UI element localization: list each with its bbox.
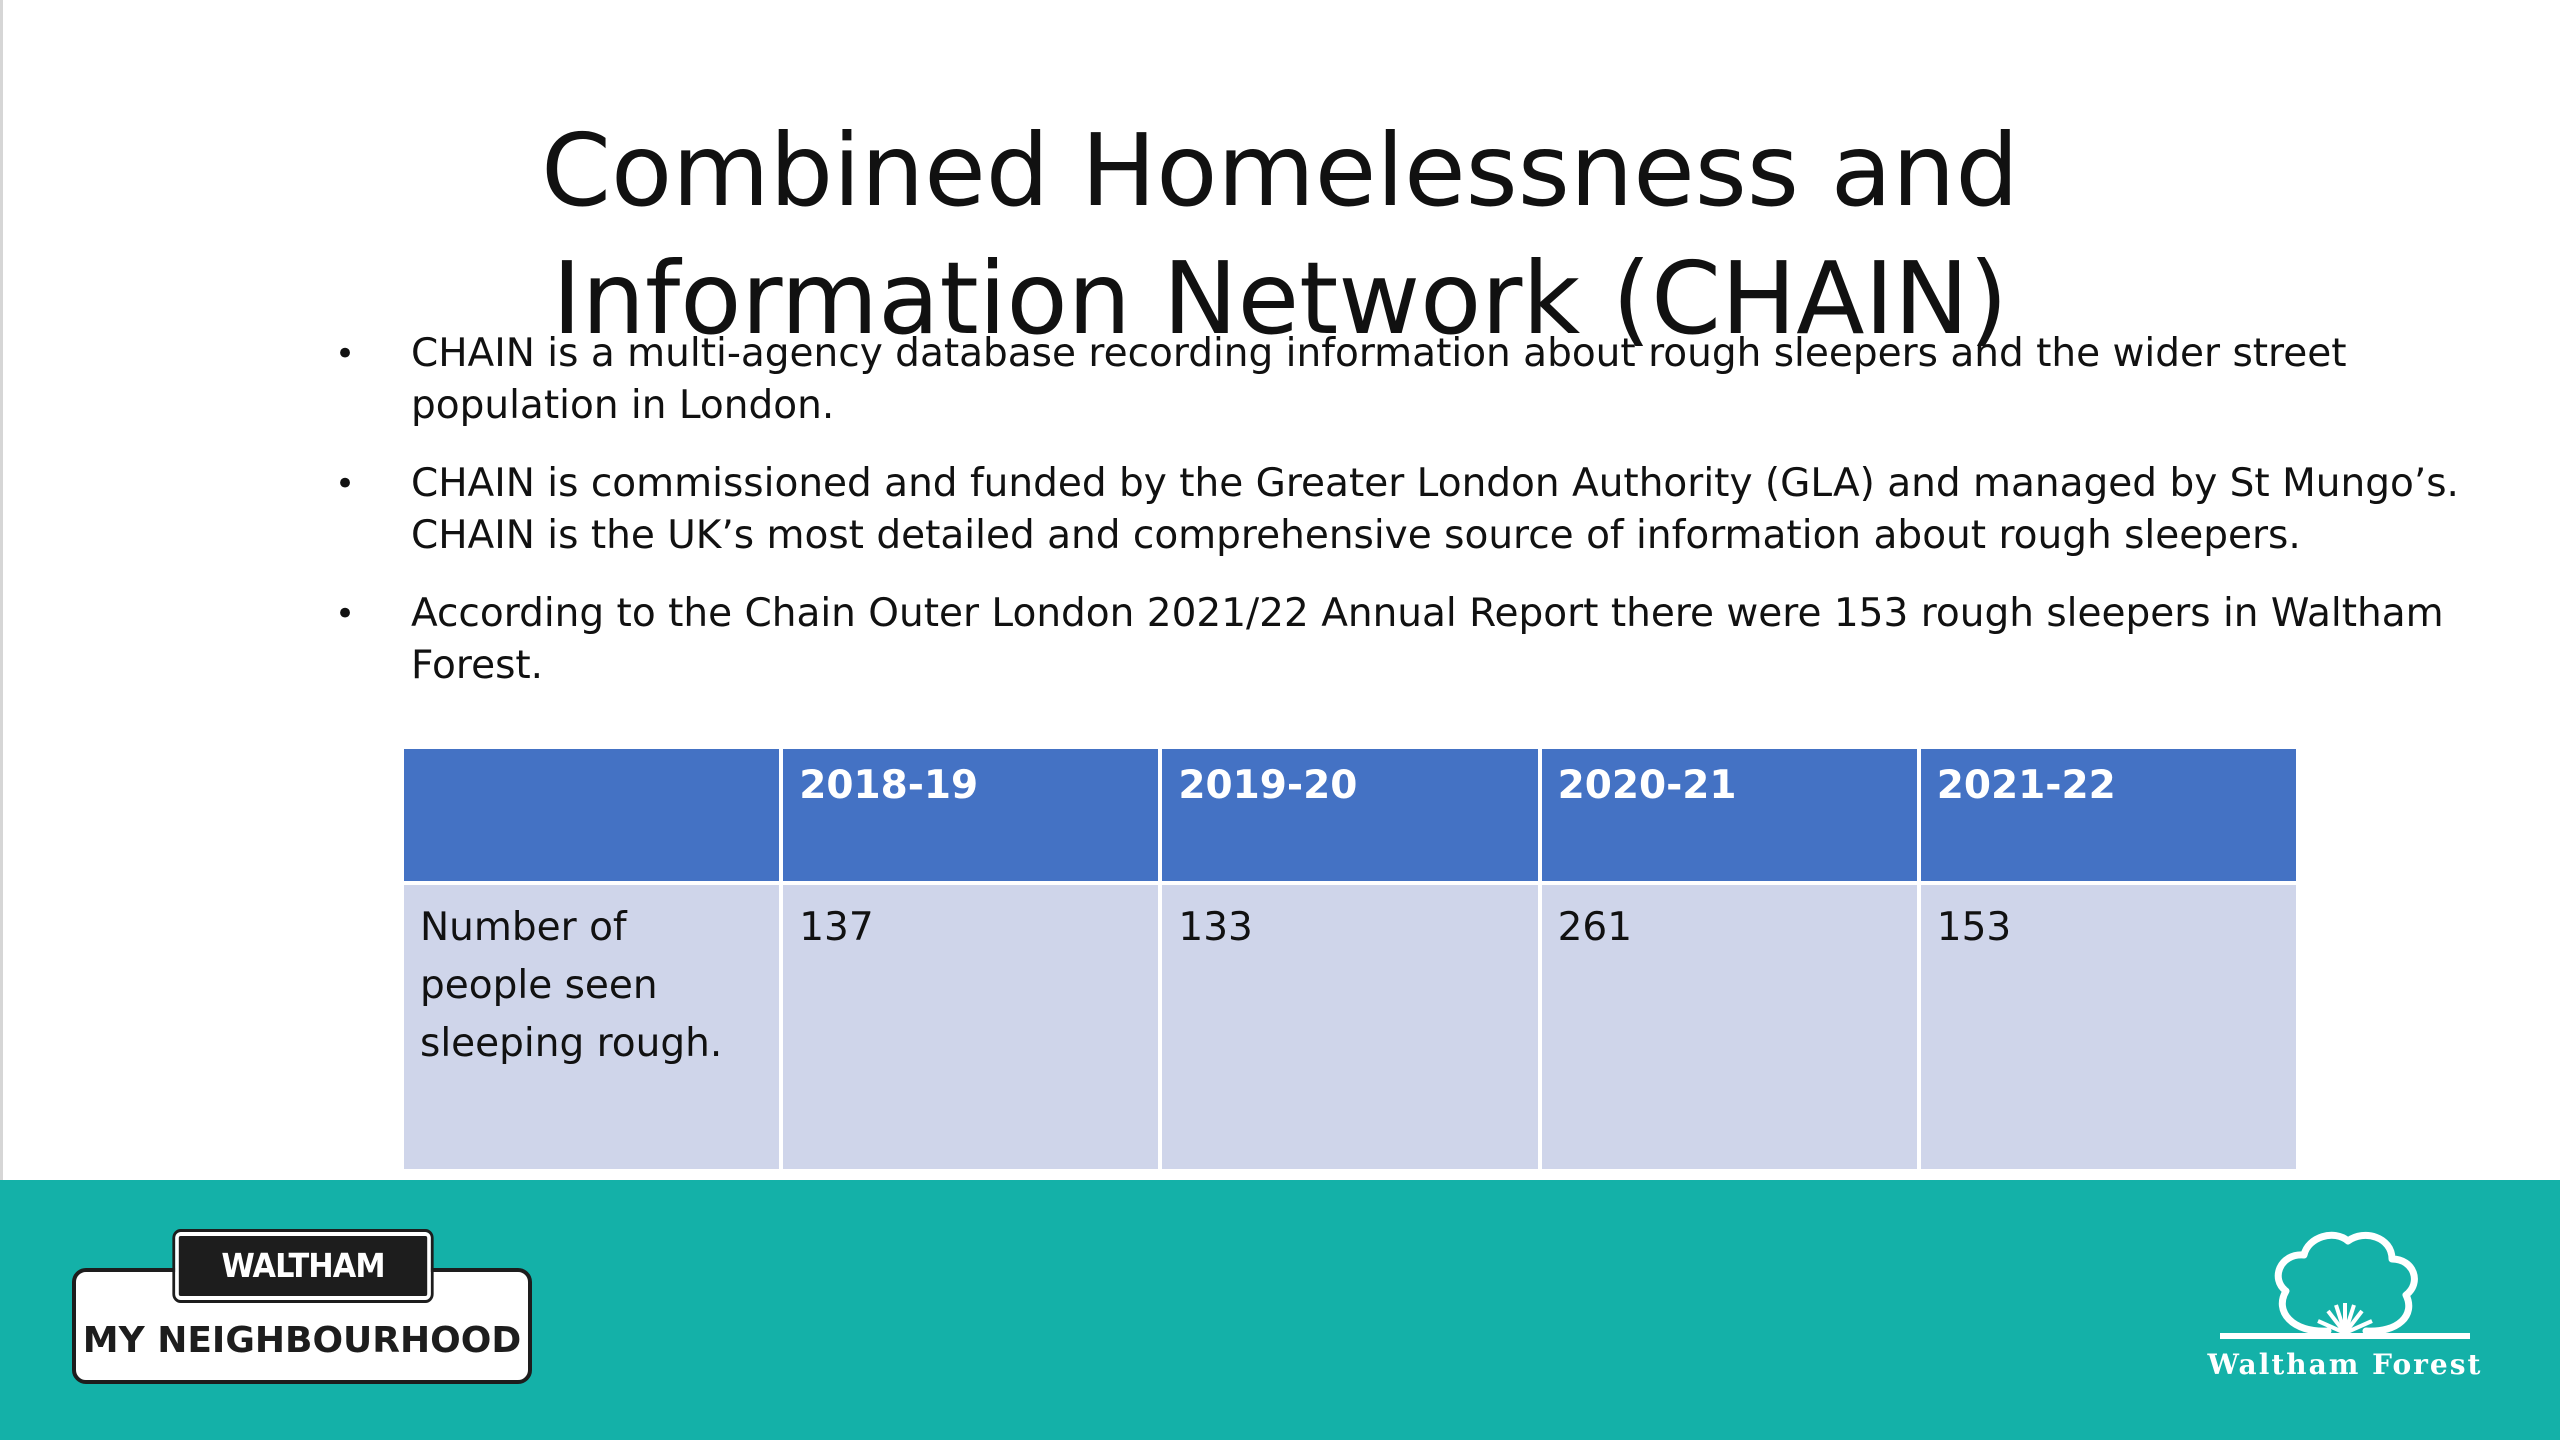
my-neighbourhood-logo: WALTHAM FOREST MY NEIGHBOURHOOD — [72, 1229, 532, 1384]
table-cell: 133 — [1158, 881, 1542, 1173]
table-cell: 137 — [779, 881, 1163, 1173]
table-row: Number of people seen sleeping rough. 13… — [399, 881, 2301, 1173]
logo-box — [72, 1268, 532, 1384]
table-header-cell: 2021-22 — [1916, 745, 2301, 885]
table-header-row: 2018-19 2019-20 2020-21 2021-22 — [399, 745, 2301, 885]
slide-title: Combined Homelessness and Information Ne… — [0, 107, 2560, 363]
logo-wordmark: Waltham Forest — [2207, 1348, 2483, 1381]
title-line-2: Information Network (CHAIN) — [552, 240, 2008, 357]
slide-edge — [0, 0, 3, 1180]
logo-tag: WALTHAM FOREST — [172, 1229, 434, 1345]
table-row-label: Number of people seen sleeping rough. — [399, 881, 784, 1173]
table-cell: 153 — [1916, 881, 2301, 1173]
table-header-cell: 2018-19 — [779, 745, 1163, 885]
bullet-item: • According to the Chain Outer London 20… — [335, 588, 2475, 692]
table-header-cell: 2019-20 — [1158, 745, 1542, 885]
bullet-icon: • — [335, 334, 356, 374]
bullet-item: • CHAIN is a multi-agency database recor… — [335, 328, 2475, 432]
tree-icon — [2220, 1231, 2470, 1339]
bullet-list: • CHAIN is a multi-agency database recor… — [335, 328, 2475, 718]
rough-sleepers-table: 2018-19 2019-20 2020-21 2021-22 Number o… — [399, 745, 2301, 1173]
bullet-text: CHAIN is commissioned and funded by the … — [411, 461, 2459, 558]
table-cell: 261 — [1537, 881, 1921, 1173]
bullet-icon: • — [335, 594, 356, 634]
waltham-forest-logo: Waltham Forest — [2200, 1225, 2490, 1385]
title-line-1: Combined Homelessness and — [541, 112, 2019, 229]
table-header-cell: 2020-21 — [1537, 745, 1921, 885]
bullet-text: According to the Chain Outer London 2021… — [411, 591, 2444, 688]
table-corner-cell — [399, 745, 784, 885]
logo-name: MY NEIGHBOURHOOD — [82, 1320, 522, 1361]
bullet-icon: • — [335, 464, 356, 504]
bullet-item: • CHAIN is commissioned and funded by th… — [335, 458, 2475, 562]
bullet-text: CHAIN is a multi-agency database recordi… — [411, 331, 2347, 428]
